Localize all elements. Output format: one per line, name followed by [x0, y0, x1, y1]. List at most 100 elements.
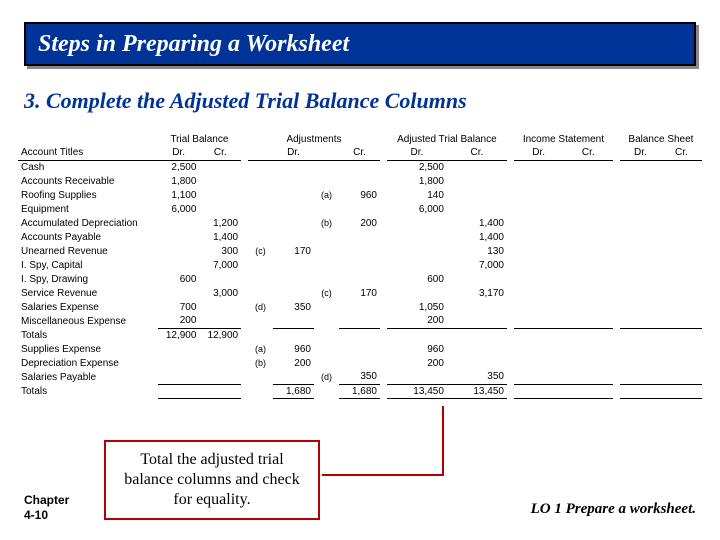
col-cr: Cr.	[339, 146, 380, 160]
cell: 3,170	[447, 286, 507, 300]
adj-ref	[314, 258, 339, 272]
adj-ref	[248, 174, 273, 188]
slide-title: Steps in Preparing a Worksheet	[38, 31, 349, 58]
cell: 7,000	[447, 258, 507, 272]
cell: 6,000	[158, 202, 200, 216]
acct-name: Salaries Payable	[18, 370, 158, 384]
table-row: Unearned Revenue300(c)170130	[18, 244, 702, 258]
adj-ref	[314, 272, 339, 286]
cell	[339, 258, 380, 272]
cell: 13,450	[387, 384, 447, 398]
col-dr: Dr.	[514, 146, 564, 160]
cell	[199, 202, 241, 216]
cell	[273, 202, 314, 216]
table-row: Salaries Payable(d)350350	[18, 370, 702, 384]
cell: 130	[447, 244, 507, 258]
cell	[199, 370, 241, 384]
chapter-word: Chapter	[24, 493, 69, 507]
adj-ref	[248, 202, 273, 216]
hdr-trial-balance: Trial Balance	[158, 132, 241, 146]
acct-name: Miscellaneous Expense	[18, 314, 158, 328]
cell	[273, 286, 314, 300]
cell	[158, 286, 200, 300]
cell: 1,400	[447, 230, 507, 244]
cell: 170	[339, 286, 380, 300]
cell	[158, 342, 200, 356]
adj-ref	[248, 216, 273, 230]
acct-name: Accumulated Depreciation	[18, 216, 158, 230]
cell	[387, 258, 447, 272]
cell: 3,000	[199, 286, 241, 300]
col-dr: Dr.	[158, 146, 200, 160]
cell: 960	[339, 188, 380, 202]
totals-label: Totals	[18, 384, 158, 398]
cell	[339, 300, 380, 314]
cell	[273, 370, 314, 384]
cell	[273, 314, 314, 328]
worksheet-table: Trial Balance Adjustments Adjusted Trial…	[18, 132, 702, 399]
cell	[158, 230, 200, 244]
hdr-adjustments: Adjustments	[248, 132, 380, 146]
acct-name: Depreciation Expense	[18, 356, 158, 370]
title-bar: Steps in Preparing a Worksheet	[24, 22, 696, 66]
cell: 13,450	[447, 384, 507, 398]
cell: 960	[273, 342, 314, 356]
learning-objective: LO 1 Prepare a worksheet.	[531, 501, 696, 518]
cell	[199, 300, 241, 314]
cell	[199, 160, 241, 174]
cell: 170	[273, 244, 314, 258]
adj-ref	[248, 258, 273, 272]
cell	[447, 356, 507, 370]
adj-ref: (c)	[314, 286, 339, 300]
table-row: Service Revenue3,000(c)1703,170	[18, 286, 702, 300]
cell: 1,200	[199, 216, 241, 230]
col-cr: Cr.	[199, 146, 241, 160]
cell	[273, 188, 314, 202]
cell	[339, 202, 380, 216]
adj-ref	[248, 286, 273, 300]
cell	[447, 160, 507, 174]
table-row: Accounts Payable1,4001,400	[18, 230, 702, 244]
adj-ref: (b)	[314, 216, 339, 230]
acct-name: Equipment	[18, 202, 158, 216]
cell	[199, 314, 241, 328]
adj-ref: (a)	[248, 342, 273, 356]
hdr-balance-sheet: Balance Sheet	[620, 132, 702, 146]
cell	[339, 174, 380, 188]
cell	[273, 174, 314, 188]
cell: 600	[158, 272, 200, 286]
table-row: I. Spy, Drawing600600	[18, 272, 702, 286]
col-cr: Cr.	[661, 146, 702, 160]
cell	[447, 202, 507, 216]
cell	[447, 300, 507, 314]
acct-name: Cash	[18, 160, 158, 174]
adj-ref: (a)	[314, 188, 339, 202]
cell: 350	[447, 370, 507, 384]
cell: 200	[387, 314, 447, 328]
cell	[339, 342, 380, 356]
cell	[447, 342, 507, 356]
cell: 700	[158, 300, 200, 314]
cell	[199, 174, 241, 188]
acct-name: I. Spy, Capital	[18, 258, 158, 272]
cell: 12,900	[158, 328, 200, 342]
adj-ref	[248, 188, 273, 202]
cell: 1,680	[273, 384, 314, 398]
adj-ref	[248, 370, 273, 384]
cell: 1,800	[158, 174, 200, 188]
adj-ref	[314, 174, 339, 188]
callout-box: Total the adjusted trial balance columns…	[104, 440, 320, 520]
adj-ref	[314, 314, 339, 328]
table-row: Miscellaneous Expense200200	[18, 314, 702, 328]
cell	[387, 216, 447, 230]
adj-ref: (d)	[248, 300, 273, 314]
cell	[199, 342, 241, 356]
cell	[199, 356, 241, 370]
grand-total-row: Totals 1,680 1,680 13,450 13,450	[18, 384, 702, 398]
hdr-income-stmt: Income Statement	[514, 132, 613, 146]
cell: 1,400	[447, 216, 507, 230]
cell	[387, 230, 447, 244]
cell	[387, 370, 447, 384]
adj-ref	[248, 272, 273, 286]
table-row: Cash2,5002,500	[18, 160, 702, 174]
